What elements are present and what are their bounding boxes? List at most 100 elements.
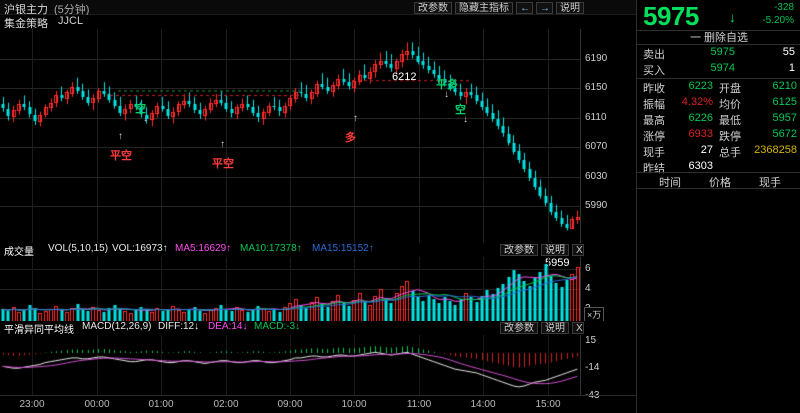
tick-col-volume: 现手 bbox=[759, 174, 781, 190]
signal-arrow-icon: ↑ bbox=[220, 139, 225, 150]
macd-axis: 15-14-43 bbox=[580, 335, 636, 395]
chart-title-bar: 沪银主力 (5分钟) 改参数 隐藏主指标 ← → 说明 bbox=[0, 0, 636, 15]
time-axis-tick: 09:00 bbox=[277, 399, 302, 410]
signal-arrow-icon: ↓ bbox=[444, 89, 449, 100]
volume-close-button[interactable]: X bbox=[572, 244, 584, 256]
hide-main-indicator-button[interactable]: 隐藏主指标 bbox=[455, 2, 513, 14]
quote-label-left: 振幅 bbox=[643, 96, 665, 112]
macd-formula: MACD(12,26,9) bbox=[82, 321, 151, 332]
time-axis: 23:00 00:00 01:00 02:00 09:00 10:00 11:00 14:00… bbox=[0, 395, 636, 413]
volume-change-params-button[interactable]: 改参数 bbox=[500, 244, 538, 256]
prev-arrow-button[interactable]: ← bbox=[516, 2, 533, 14]
quote-row: 最高6226最低5957 bbox=[637, 112, 800, 128]
macd-toolbar: 改参数 说明 X bbox=[500, 322, 584, 334]
change-percent: -5.20% bbox=[762, 15, 794, 26]
trading-terminal: 沪银主力 (5分钟) 改参数 隐藏主指标 ← → 说明 集金策略 JJCL 61… bbox=[0, 0, 800, 413]
macd-dea: DEA:14↓ bbox=[208, 321, 247, 332]
volume-help-button[interactable]: 说明 bbox=[541, 244, 569, 256]
quote-row: 现手27总手2368258 bbox=[637, 144, 800, 160]
volume-axis-tick: 6 bbox=[585, 263, 591, 274]
quote-label: 卖出 bbox=[643, 46, 665, 62]
price-axis-tick: 6190 bbox=[585, 53, 607, 64]
quote-value-left: 6223 bbox=[667, 80, 713, 92]
time-axis-tick: 15:00 bbox=[535, 399, 560, 410]
quote-value-right: 6125 bbox=[735, 96, 797, 108]
quote-value-left: 6303 bbox=[667, 160, 713, 172]
time-axis-tick: 23:00 bbox=[19, 399, 44, 410]
divider bbox=[637, 78, 800, 79]
main-chart-toolbar: 改参数 隐藏主指标 ← → 说明 bbox=[414, 2, 584, 14]
price-direction-arrow-icon: ↓ bbox=[729, 9, 736, 25]
tick-table-header: 时间 价格 现手 bbox=[637, 172, 800, 189]
time-axis-tick: 10:00 bbox=[341, 399, 366, 410]
time-axis-tick: 00:00 bbox=[84, 399, 109, 410]
volume-value: VOL:16973↑ bbox=[112, 243, 168, 254]
price-axis-tick: 6150 bbox=[585, 82, 607, 93]
macd-value: MACD:-3↓ bbox=[254, 321, 300, 332]
change-params-button[interactable]: 改参数 bbox=[414, 2, 452, 14]
volume-ma5: MA5:16629↑ bbox=[175, 243, 231, 254]
time-axis-tick: 01:00 bbox=[148, 399, 173, 410]
volume-unit-label: ×万 bbox=[584, 307, 604, 322]
quote-row: 振幅4.32%均价6125 bbox=[637, 96, 800, 112]
trade-signal-label: 多 bbox=[345, 129, 356, 145]
price-axis-tick: 5990 bbox=[585, 200, 607, 211]
quote-label-left: 最高 bbox=[643, 112, 665, 128]
macd-pane[interactable]: 平滑异同平均线 MACD(12,26,9) DIFF:12↓ DEA:14↓ M… bbox=[0, 321, 636, 395]
remove-from-watchlist-button[interactable]: 一 删除自选 bbox=[637, 30, 800, 45]
tick-col-time: 时间 bbox=[659, 174, 681, 190]
signal-arrow-icon: ↑ bbox=[118, 131, 123, 142]
quote-value-left: 4.32% bbox=[667, 96, 713, 108]
macd-axis-tick: -14 bbox=[585, 362, 599, 373]
quote-extra: 55 bbox=[745, 46, 795, 58]
volume-toolbar: 改参数 说明 X bbox=[500, 244, 584, 256]
time-axis-tick: 02:00 bbox=[213, 399, 238, 410]
quote-panel: 5975 ↓ -328 -5.20% 一 删除自选 卖出597555买入5974… bbox=[636, 0, 800, 413]
quote-value-left: 6933 bbox=[667, 128, 713, 140]
time-axis-tick: 14:00 bbox=[470, 399, 495, 410]
strategy-code: JJCL bbox=[58, 15, 83, 27]
quote-row: 昨收6223开盘6210 bbox=[637, 80, 800, 96]
quote-row: 卖出597555 bbox=[637, 46, 800, 62]
quote-label-left: 涨停 bbox=[643, 128, 665, 144]
candlestick-canvas[interactable] bbox=[0, 29, 580, 243]
macd-close-button[interactable]: X bbox=[572, 322, 584, 334]
volume-indicator-name: 成交量 bbox=[4, 243, 34, 258]
time-axis-tick: 11:00 bbox=[407, 399, 431, 410]
quote-label: 买入 bbox=[643, 62, 665, 78]
signal-arrow-icon: ↓ bbox=[143, 113, 148, 124]
quote-label-left: 昨收 bbox=[643, 80, 665, 96]
tick-col-price: 价格 bbox=[709, 174, 731, 190]
quote-value-right: 5957 bbox=[735, 112, 797, 124]
signal-arrow-icon: ↓ bbox=[463, 114, 468, 125]
macd-axis-tick: 15 bbox=[585, 335, 596, 346]
next-arrow-button[interactable]: → bbox=[536, 2, 553, 14]
quote-label-left: 现手 bbox=[643, 144, 665, 160]
trade-signal-label: 平空 bbox=[212, 155, 234, 171]
macd-indicator-name: 平滑异同平均线 bbox=[4, 321, 74, 336]
volume-ma15: MA15:15152↑ bbox=[312, 243, 374, 254]
quote-extra: 1 bbox=[745, 62, 795, 74]
volume-axis-tick: 4 bbox=[585, 283, 591, 294]
volume-formula: VOL(5,10,15) bbox=[48, 243, 108, 254]
quote-value-right: 5672 bbox=[735, 128, 797, 140]
macd-canvas[interactable] bbox=[0, 335, 580, 395]
help-button[interactable]: 说明 bbox=[556, 2, 584, 14]
quote-value-left: 6226 bbox=[667, 112, 713, 124]
volume-ma10: MA10:17378↑ bbox=[240, 243, 302, 254]
macd-change-params-button[interactable]: 改参数 bbox=[500, 322, 538, 334]
price-axis-tick: 6030 bbox=[585, 171, 607, 182]
macd-help-button[interactable]: 说明 bbox=[541, 322, 569, 334]
price-pane[interactable]: 619061506110607060305990 平空↑空↓平空↑多↑平多↓空↓… bbox=[0, 29, 636, 243]
quote-value: 5974 bbox=[687, 62, 735, 74]
chart-column: 沪银主力 (5分钟) 改参数 隐藏主指标 ← → 说明 集金策略 JJCL 61… bbox=[0, 0, 636, 413]
volume-canvas[interactable] bbox=[0, 257, 580, 321]
last-price: 5975 bbox=[643, 1, 699, 32]
trade-signal-label: 平空 bbox=[110, 147, 132, 163]
price-axis: 619061506110607060305990 bbox=[580, 29, 636, 243]
quote-row: 涨停6933跌停5672 bbox=[637, 128, 800, 144]
volume-pane[interactable]: 成交量 VOL(5,10,15) VOL:16973↑ MA5:16629↑ M… bbox=[0, 243, 636, 321]
macd-diff: DIFF:12↓ bbox=[158, 321, 199, 332]
price-callout-label: 6212 bbox=[392, 71, 416, 83]
quote-value-right: 6210 bbox=[735, 80, 797, 92]
